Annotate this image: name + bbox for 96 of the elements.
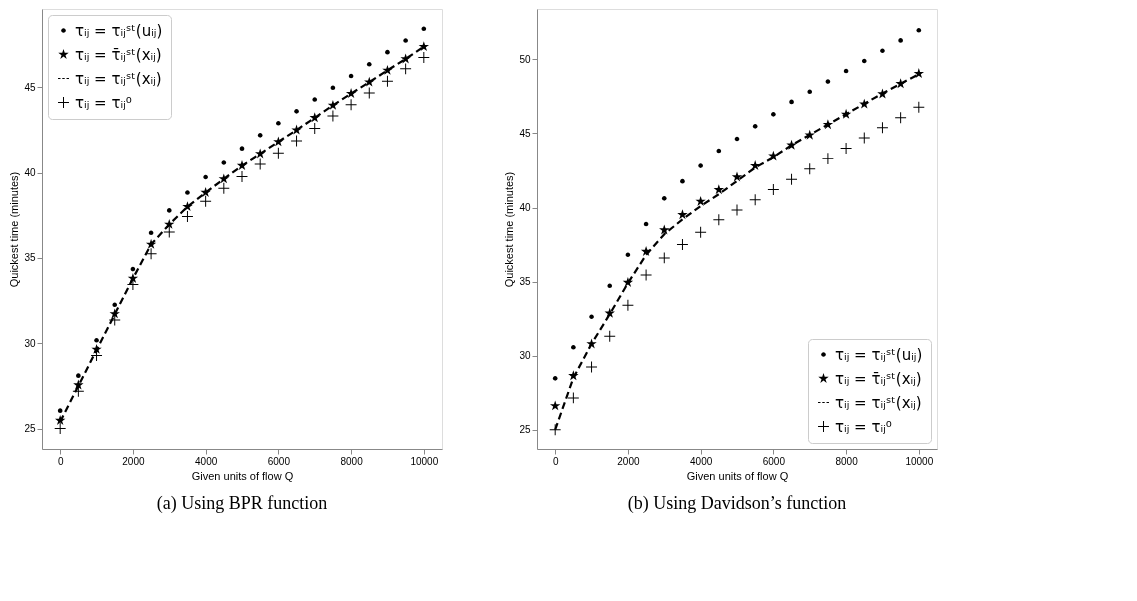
legend-label: τᵢⱼ = τᵢⱼˢᵗ(xᵢⱼ) [75,69,162,88]
point [695,195,706,206]
x-tick-label: 4000 [690,455,713,467]
x-tick-label: 8000 [835,455,859,467]
point [843,68,849,74]
point [348,73,354,79]
y-axis-title: Quickest time (minutes) [503,171,516,288]
point [749,194,761,206]
point [73,379,84,390]
point [309,123,321,135]
x-axis-title: Given units of flow Q [191,469,294,482]
point [677,209,688,220]
y-tick-label: 45 [24,81,36,93]
point [567,392,579,404]
point [312,97,318,102]
point [218,182,230,194]
y-tick-label: 30 [519,350,531,362]
point [786,173,798,185]
point [145,248,157,260]
point [604,330,616,342]
y-tick-label: 40 [519,202,531,214]
point [731,171,743,182]
text: (a) Using BPR function [156,493,328,514]
x-tick-label: 0 [57,455,64,467]
y-tick-label: 40 [24,167,36,179]
point [549,400,561,411]
point [840,143,852,155]
x-tick-label: 6000 [762,455,786,467]
x-tick-label: 10000 [410,455,439,467]
y-tick-label: 35 [519,276,531,288]
point [789,99,794,105]
point [327,110,339,122]
point [276,120,281,126]
point [659,224,670,235]
point [676,239,688,251]
point [272,147,284,159]
point [54,423,66,435]
y-tick-label: 30 [24,337,36,349]
point [400,53,411,64]
point [640,269,652,281]
point [363,87,375,99]
legend-label: τᵢⱼ = τ̄ᵢⱼˢᵗ(xᵢⱼ) [835,369,922,388]
point [181,211,193,223]
text: (b) Using Davidson’s function [627,493,847,514]
point [254,158,266,170]
point [895,112,907,124]
point [127,279,139,291]
point [658,252,670,264]
point [364,76,375,87]
point [418,51,430,63]
point [622,299,634,311]
y-tick-label: 50 [519,53,531,65]
point [876,122,888,134]
x-tick-label: 6000 [267,455,291,467]
point [822,153,834,165]
y-tick-label: 45 [519,127,531,139]
x-tick-label: 2000 [122,455,145,467]
x-tick-label: 8000 [340,455,364,467]
point [586,361,598,373]
y-tick-label: 35 [24,252,36,264]
point [804,163,816,175]
point [200,195,212,207]
y-tick-label: 25 [519,424,531,436]
x-tick-label: 4000 [195,455,218,467]
x-tick-label: 2000 [617,455,640,467]
point [713,184,725,195]
point [549,424,561,436]
point [589,314,594,319]
point [163,226,175,238]
point [643,221,649,227]
point [381,75,393,87]
point [767,183,779,195]
x-tick-label: 10000 [905,455,934,467]
point [913,68,925,79]
point [695,226,707,238]
point [734,136,740,142]
legend-label: τᵢⱼ = τᵢⱼˢᵗ(uᵢⱼ) [835,345,923,364]
legend-label: τᵢⱼ = τ̄ᵢⱼˢᵗ(xᵢⱼ) [75,45,162,64]
point [880,48,885,54]
legend-label: τᵢⱼ = τᵢⱼˢᵗ(xᵢⱼ) [835,393,922,412]
x-tick-label: 0 [552,455,559,467]
legend-label: τᵢⱼ = τᵢⱼ⁰ [75,93,132,112]
y-axis-title: Quickest time (minutes) [8,171,21,288]
legend-label: τᵢⱼ = τᵢⱼ⁰ [835,417,892,436]
point [858,132,870,144]
point [112,302,118,308]
point [130,266,136,272]
legend-label: τᵢⱼ = τᵢⱼˢᵗ(uᵢⱼ) [75,21,163,40]
point [418,41,430,52]
point [913,101,925,113]
point [345,99,357,111]
point [166,208,172,213]
point [400,63,412,75]
x-axis-title: Given units of flow Q [686,469,789,482]
point [713,214,725,226]
y-tick-label: 25 [24,423,36,435]
